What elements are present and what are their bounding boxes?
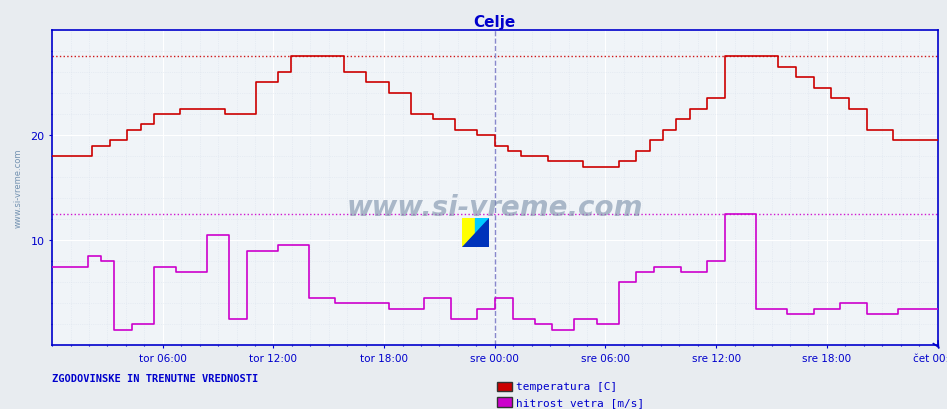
- Text: hitrost vetra [m/s]: hitrost vetra [m/s]: [516, 397, 644, 407]
- Polygon shape: [462, 218, 489, 247]
- Bar: [462, 218, 475, 247]
- Text: temperatura [C]: temperatura [C]: [516, 382, 617, 391]
- Bar: [475, 218, 489, 247]
- Text: www.si-vreme.com: www.si-vreme.com: [14, 148, 23, 228]
- Text: www.si-vreme.com: www.si-vreme.com: [347, 193, 643, 221]
- Text: ZGODOVINSKE IN TRENUTNE VREDNOSTI: ZGODOVINSKE IN TRENUTNE VREDNOSTI: [52, 373, 259, 383]
- Title: Celje: Celje: [474, 15, 516, 29]
